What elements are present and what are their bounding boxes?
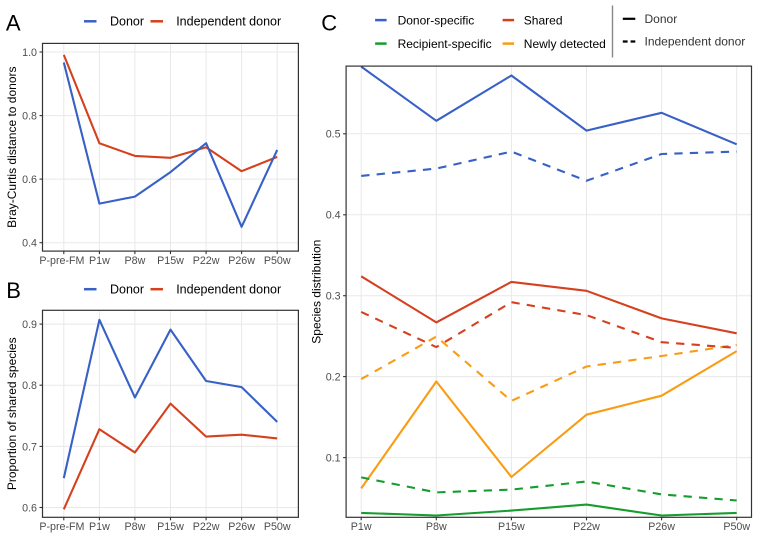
svg-text:0.9: 0.9: [22, 319, 37, 331]
svg-text:P1w: P1w: [89, 521, 110, 533]
svg-text:0.4: 0.4: [22, 238, 37, 250]
svg-text:0.7: 0.7: [22, 441, 37, 453]
svg-text:P1w: P1w: [89, 255, 110, 267]
svg-text:P22w: P22w: [193, 255, 220, 267]
svg-text:A: A: [6, 11, 21, 36]
svg-text:P26w: P26w: [648, 521, 675, 533]
svg-text:Newly detected: Newly detected: [524, 37, 606, 51]
svg-text:Proportion of shared species: Proportion of shared species: [5, 337, 19, 490]
svg-text:Donor: Donor: [110, 15, 144, 29]
svg-text:Donor: Donor: [645, 12, 678, 26]
svg-text:Species distribution: Species distribution: [310, 240, 324, 344]
svg-text:P-pre-FM: P-pre-FM: [39, 521, 84, 533]
svg-text:P8w: P8w: [125, 521, 146, 533]
svg-text:P8w: P8w: [426, 521, 447, 533]
svg-text:Independent donor: Independent donor: [645, 35, 746, 49]
svg-text:Independent donor: Independent donor: [176, 15, 281, 29]
svg-text:0.4: 0.4: [326, 210, 341, 222]
svg-text:P50w: P50w: [264, 255, 291, 267]
svg-text:Independent donor: Independent donor: [176, 283, 281, 297]
svg-text:Bray-Curtis distance to donors: Bray-Curtis distance to donors: [5, 66, 19, 227]
svg-text:P26w: P26w: [228, 521, 255, 533]
svg-text:Shared: Shared: [524, 13, 563, 27]
svg-text:1.0: 1.0: [22, 47, 37, 59]
svg-text:Donor-specific: Donor-specific: [398, 13, 475, 27]
svg-text:Donor: Donor: [110, 283, 144, 297]
svg-text:P50w: P50w: [723, 521, 750, 533]
svg-text:P15w: P15w: [157, 255, 184, 267]
svg-text:0.8: 0.8: [22, 111, 37, 123]
svg-text:P22w: P22w: [573, 521, 600, 533]
svg-text:P15w: P15w: [498, 521, 525, 533]
svg-text:0.3: 0.3: [326, 291, 341, 303]
svg-text:P-pre-FM: P-pre-FM: [39, 255, 84, 267]
svg-text:0.2: 0.2: [326, 372, 341, 384]
svg-text:0.1: 0.1: [326, 453, 341, 465]
svg-text:B: B: [6, 278, 21, 303]
svg-text:Recipient-specific: Recipient-specific: [398, 37, 492, 51]
svg-text:P50w: P50w: [264, 521, 291, 533]
svg-text:P22w: P22w: [193, 521, 220, 533]
svg-text:0.8: 0.8: [22, 380, 37, 392]
svg-text:P26w: P26w: [228, 255, 255, 267]
svg-text:P8w: P8w: [125, 255, 146, 267]
svg-text:P15w: P15w: [157, 521, 184, 533]
svg-text:0.6: 0.6: [22, 502, 37, 514]
svg-text:0.5: 0.5: [326, 129, 341, 141]
svg-text:P1w: P1w: [351, 521, 372, 533]
svg-text:0.6: 0.6: [22, 174, 37, 186]
svg-text:C: C: [321, 10, 337, 35]
